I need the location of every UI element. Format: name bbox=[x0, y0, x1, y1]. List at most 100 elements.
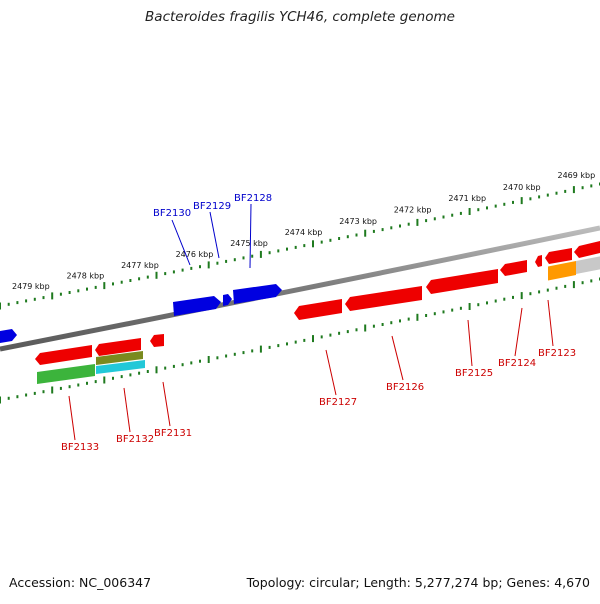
gene-BF2121-partial[interactable] bbox=[574, 241, 600, 258]
ruler-minor-tick bbox=[303, 338, 306, 342]
ruler-major-tick bbox=[468, 303, 471, 310]
ruler-minor-tick bbox=[77, 383, 80, 387]
gene-BF2129[interactable] bbox=[223, 294, 232, 306]
ruler-minor-tick bbox=[590, 184, 593, 188]
gene-BF2124[interactable] bbox=[500, 260, 527, 276]
ruler-minor-tick bbox=[251, 349, 254, 353]
gene-BF2133[interactable] bbox=[35, 345, 92, 365]
gene-BF2134-partial[interactable] bbox=[0, 329, 17, 343]
ruler-minor-tick bbox=[555, 286, 558, 290]
ruler-minor-tick bbox=[451, 213, 454, 217]
ruler-minor-tick bbox=[425, 219, 428, 223]
label-BF2133[interactable]: BF2133 bbox=[61, 442, 99, 453]
ruler-minor-tick bbox=[538, 290, 541, 294]
leader-BF2127 bbox=[325, 349, 337, 396]
ruler-minor-tick bbox=[77, 289, 80, 293]
ruler-minor-tick bbox=[399, 224, 401, 228]
ruler-minor-tick bbox=[459, 306, 462, 310]
ruler-minor-tick bbox=[68, 385, 71, 389]
label-BF2128[interactable]: BF2128 bbox=[234, 193, 272, 204]
leader-BF2123 bbox=[547, 299, 554, 347]
leader-BF2130 bbox=[171, 219, 191, 266]
ruler-minor-tick bbox=[390, 321, 393, 325]
ruler-minor-tick bbox=[512, 295, 514, 299]
ruler-minor-tick bbox=[129, 373, 132, 377]
ruler-minor-tick bbox=[546, 193, 549, 197]
gene-BF2130[interactable] bbox=[173, 296, 221, 316]
ruler-minor-tick bbox=[7, 302, 10, 306]
ruler-major-tick bbox=[416, 313, 419, 321]
ruler-minor-tick bbox=[199, 359, 201, 363]
gene-BF2127[interactable] bbox=[294, 299, 342, 320]
map-title: Bacteroides fragilis YCH46, complete gen… bbox=[145, 9, 455, 25]
ruler-major-tick bbox=[51, 386, 54, 394]
ruler-minor-tick bbox=[216, 356, 219, 360]
ruler-minor-tick bbox=[451, 308, 454, 312]
ruler-label: 2470 kbp bbox=[503, 183, 541, 192]
label-BF2129[interactable]: BF2129 bbox=[193, 201, 231, 212]
ruler-minor-tick bbox=[346, 235, 349, 239]
feature-orange[interactable] bbox=[548, 261, 576, 281]
ruler-minor-tick bbox=[494, 299, 497, 303]
label-BF2126[interactable]: BF2126 bbox=[386, 382, 424, 393]
ruler-minor-tick bbox=[94, 380, 97, 384]
gene-BF2132[interactable] bbox=[95, 338, 141, 356]
ruler-minor-tick bbox=[503, 297, 506, 301]
ruler-minor-tick bbox=[286, 342, 288, 346]
ruler-minor-tick bbox=[407, 222, 410, 226]
lower-ruler bbox=[0, 277, 600, 404]
label-BF2132[interactable]: BF2132 bbox=[116, 434, 154, 445]
gene-BF2128[interactable] bbox=[233, 284, 282, 304]
ruler-label: 2479 kbp bbox=[12, 282, 50, 291]
label-BF2127[interactable]: BF2127 bbox=[319, 397, 357, 408]
ruler-minor-tick bbox=[242, 351, 245, 355]
feature-olive[interactable] bbox=[96, 351, 143, 365]
feature-green[interactable] bbox=[37, 364, 95, 384]
genome-summary-text: Topology: circular; Length: 5,277,274 bp… bbox=[246, 575, 590, 590]
ruler-minor-tick bbox=[538, 195, 541, 199]
ruler-label: 2476 kbp bbox=[176, 250, 214, 259]
feature-gray[interactable] bbox=[576, 256, 600, 275]
gene-BF2131[interactable] bbox=[150, 334, 164, 347]
label-BF2125[interactable]: BF2125 bbox=[455, 368, 493, 379]
ruler-minor-tick bbox=[564, 284, 567, 288]
ruler-minor-tick bbox=[233, 258, 236, 262]
ruler-minor-tick bbox=[486, 301, 488, 305]
label-BF2123[interactable]: BF2123 bbox=[538, 348, 576, 359]
ruler-major-tick bbox=[520, 292, 523, 300]
ruler-minor-tick bbox=[199, 265, 201, 269]
ruler-minor-tick bbox=[16, 301, 19, 305]
ruler-minor-tick bbox=[564, 189, 567, 193]
ruler-minor-tick bbox=[329, 238, 332, 242]
ruler-minor-tick bbox=[251, 254, 254, 258]
ruler-label: 2469 kbp bbox=[558, 171, 596, 180]
feature-cyan[interactable] bbox=[96, 360, 145, 374]
ruler-major-tick bbox=[155, 271, 158, 279]
label-BF2131[interactable]: BF2131 bbox=[154, 428, 192, 439]
label-BF2124[interactable]: BF2124 bbox=[498, 358, 536, 369]
gene-BF2123[interactable] bbox=[535, 255, 542, 267]
ruler-major-tick bbox=[207, 261, 210, 269]
label-BF2130[interactable]: BF2130 bbox=[153, 208, 191, 219]
ruler-minor-tick bbox=[581, 186, 584, 190]
ruler-minor-tick bbox=[494, 204, 497, 208]
ruler-label: 2471 kbp bbox=[448, 194, 486, 203]
ruler-minor-tick bbox=[381, 323, 384, 326]
ruler-major-tick bbox=[312, 240, 314, 248]
leader-BF2125 bbox=[467, 319, 473, 367]
ruler-minor-tick bbox=[86, 381, 88, 385]
ruler-minor-tick bbox=[190, 361, 193, 365]
ruler-minor-tick bbox=[294, 340, 297, 344]
ruler-major-tick bbox=[0, 396, 1, 404]
gene-BF2126[interactable] bbox=[345, 286, 422, 311]
gene-BF2125[interactable] bbox=[426, 269, 498, 294]
gene-BF2122[interactable] bbox=[545, 248, 572, 264]
ruler-minor-tick bbox=[546, 288, 549, 292]
ruler-minor-tick bbox=[25, 299, 28, 303]
ruler-minor-tick bbox=[164, 272, 167, 276]
ruler-major-tick bbox=[520, 197, 523, 205]
ruler-minor-tick bbox=[16, 395, 19, 399]
ruler-minor-tick bbox=[181, 268, 184, 272]
